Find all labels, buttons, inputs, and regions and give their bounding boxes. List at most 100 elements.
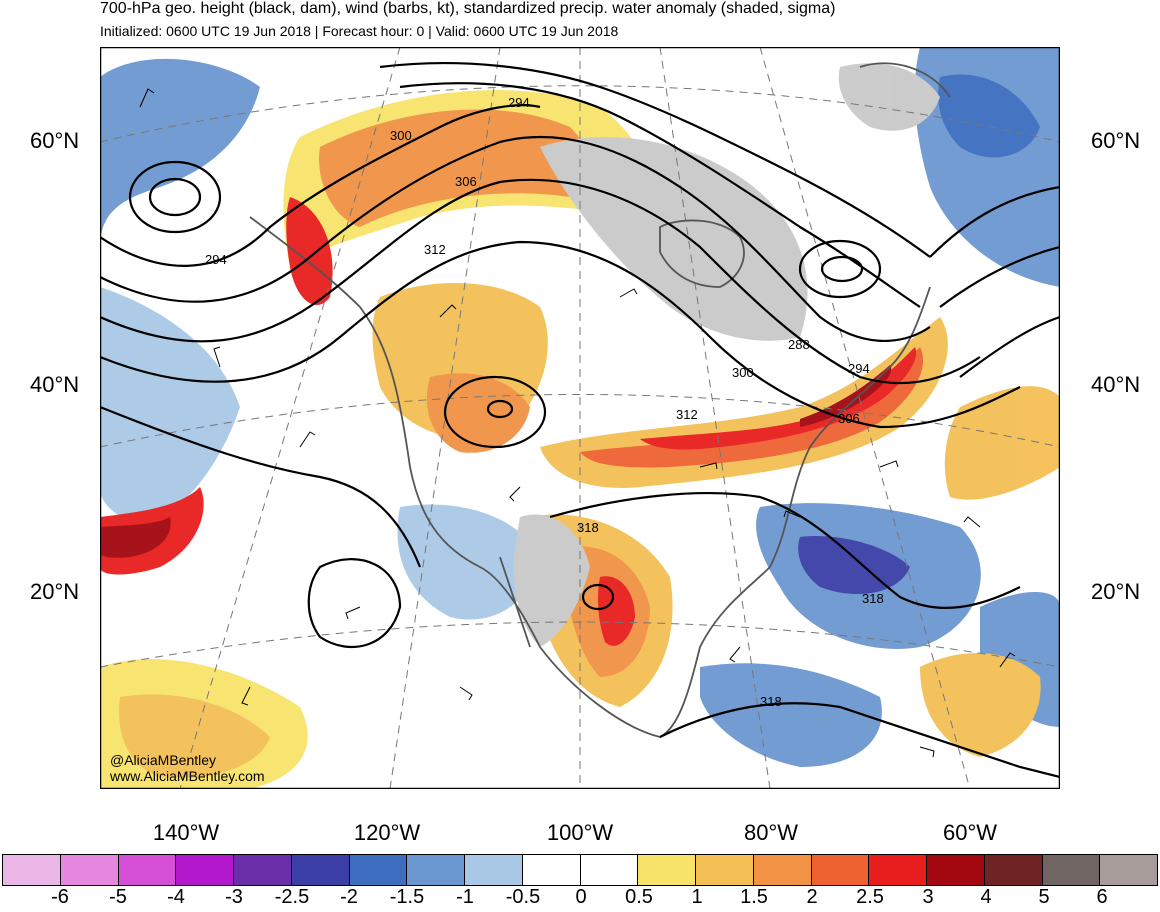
- contour-north-1: [379, 61, 931, 258]
- wind-barbs: [139, 88, 1016, 758]
- cut-contour-rockies-inner: [486, 399, 514, 419]
- colorbar-tick: 4: [980, 886, 992, 908]
- lat-line-60N: [100, 85, 1060, 143]
- map-frame: [100, 47, 1060, 789]
- contour-318-south: [549, 491, 1021, 609]
- colorbar-tick: 0.5: [625, 886, 653, 908]
- colorbar-swatch: [118, 855, 177, 885]
- colorbar-tick: -2.5: [274, 886, 310, 908]
- colorbar-tick: 1.5: [740, 886, 768, 908]
- low-center-quebec: [798, 239, 882, 299]
- credit-website: www.AliciaMBentley.com: [110, 768, 265, 784]
- colorbar-tick: 3: [922, 886, 934, 908]
- contour-label: 318: [862, 591, 884, 606]
- contour-label: 318: [577, 520, 599, 535]
- shade-blue-caribbean: [700, 663, 882, 767]
- contour-label: 294: [508, 95, 530, 110]
- shade-darkblue-atlantic: [798, 536, 910, 595]
- colorbar-tick: 6: [1096, 886, 1108, 908]
- colorbar-tick: -4: [167, 886, 185, 908]
- lon-line-60W: [759, 47, 971, 789]
- colorbar-swatch: [753, 855, 812, 885]
- wind-barb: [345, 606, 361, 620]
- low-center-quebec-inner: [820, 255, 864, 283]
- colorbar-swatch: [349, 855, 408, 885]
- colorbar-swatch: [465, 855, 523, 885]
- shade-orange-southwest: [119, 694, 271, 778]
- contour-east-2: [939, 245, 1060, 308]
- wind-barb: [919, 746, 935, 758]
- colorbar-swatch: [2, 855, 61, 885]
- lon-label-80W: 80°W: [743, 820, 799, 845]
- contour-label: 312: [424, 242, 446, 257]
- colorbar-tick: 5: [1038, 886, 1050, 908]
- shade-lightblue-pacific: [100, 287, 240, 527]
- colorbar-tick: -1: [456, 886, 474, 908]
- wind-barb: [783, 510, 801, 518]
- contour-label: 318: [760, 694, 782, 709]
- shade-gray-greenland: [838, 63, 940, 131]
- lon-label-140W: 140°W: [152, 820, 220, 845]
- contour-label: 300: [390, 128, 412, 143]
- colorbar-swatch: [1042, 855, 1101, 885]
- lon-label-120W: 120°W: [353, 820, 421, 845]
- coast-greenland: [859, 62, 951, 98]
- lon-line-140W: [179, 47, 401, 789]
- colorbar-swatch: [811, 855, 870, 885]
- wind-barb: [729, 646, 741, 663]
- contour-high-west: [307, 558, 402, 649]
- lat-label-40N-right: 40°N: [1091, 372, 1141, 397]
- colorbar-tick: -6: [51, 886, 69, 908]
- cut-contour-rockies: [443, 375, 547, 449]
- colorbar-swatch: [407, 855, 465, 885]
- contour-label: 306: [455, 174, 477, 189]
- wind-barb: [299, 431, 316, 448]
- wind-barb: [241, 686, 251, 706]
- shade-red-bc: [286, 197, 333, 306]
- wind-barb: [213, 346, 221, 368]
- colorbar-tick: -5: [109, 886, 127, 908]
- graticule: [100, 47, 1060, 789]
- colorbar-swatch: [696, 855, 754, 885]
- colorbar-tick: 2.5: [856, 886, 884, 908]
- shade-orange-front: [580, 347, 924, 468]
- colorbar-swatch: [638, 855, 696, 885]
- colorbar-swatch: [984, 855, 1043, 885]
- lon-label-100W: 100°W: [546, 820, 614, 845]
- low-center-pacific: [128, 160, 222, 234]
- wind-barb: [963, 516, 981, 528]
- colorbar-tick: 1: [691, 886, 703, 908]
- height-contours: [100, 61, 1060, 779]
- wind-barb: [509, 486, 521, 502]
- contour-294-west: [100, 104, 541, 267]
- lat-line-40N: [100, 394, 1060, 448]
- lat-label-60N-left: 60°N: [30, 128, 80, 153]
- lon-label-60W: 60°W: [942, 820, 998, 845]
- shade-darkred-pacific-west: [100, 517, 171, 558]
- shade-red-mexico: [597, 576, 635, 646]
- lat-label-60N-right: 60°N: [1091, 128, 1141, 153]
- colorbar-tick: -0.5: [505, 886, 541, 908]
- wind-barb: [879, 460, 899, 468]
- high-center-mexico: [581, 583, 615, 611]
- contour-306: [100, 178, 981, 385]
- figure-subtitle: Initialized: 0600 UTC 19 Jun 2018 | Fore…: [100, 23, 619, 39]
- contour-318-gulf: [659, 702, 1060, 779]
- contour-318-west: [100, 405, 422, 568]
- shade-orange-atlantic: [944, 386, 1060, 500]
- contour-300: [100, 135, 931, 342]
- contour-label: 300: [732, 365, 754, 380]
- colorbar-swatch: [291, 855, 350, 885]
- colorbar-tick: -3: [225, 886, 243, 908]
- contour-east-3: [959, 315, 1060, 378]
- contour-label: 306: [838, 411, 860, 426]
- contour-label: 288: [788, 337, 810, 352]
- coast-gulf: [539, 566, 771, 738]
- colorbar-swatch: [176, 855, 234, 885]
- contour-north-2: [399, 82, 921, 308]
- colorbar: [2, 854, 1158, 886]
- coast-hudson-bay: [659, 219, 745, 288]
- colorbar-swatch: [869, 855, 927, 885]
- lat-label-40N-left: 40°N: [30, 372, 80, 397]
- shade-darkblue-ne: [938, 74, 1040, 158]
